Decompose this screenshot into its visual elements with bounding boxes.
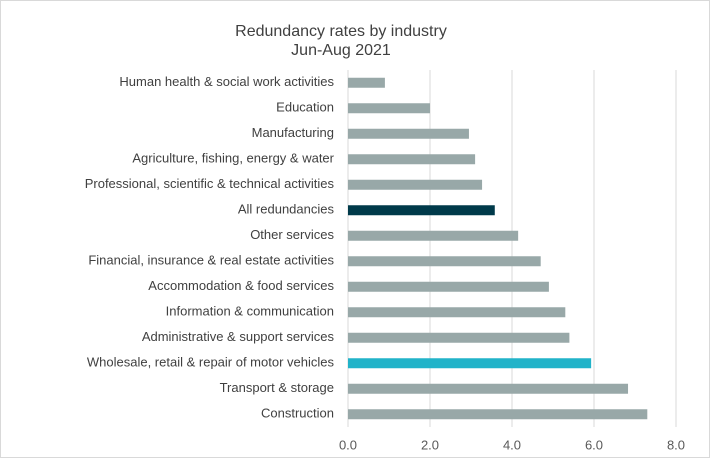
y-tick-label: Administrative & support services: [142, 329, 335, 344]
y-tick-label: Professional, scientific & technical act…: [85, 176, 335, 191]
y-tick-label: Information & communication: [166, 304, 334, 319]
x-tick-label: 0.0: [339, 437, 357, 452]
y-tick-label: Accommodation & food services: [148, 278, 334, 293]
bar: [348, 179, 483, 190]
x-tick-label: 6.0: [585, 437, 603, 452]
y-tick-label: All redundancies: [238, 202, 335, 217]
bar: [348, 77, 385, 88]
x-tick-label: 2.0: [421, 437, 439, 452]
bar: [348, 332, 570, 343]
bar: [348, 154, 476, 165]
bar: [348, 307, 566, 318]
y-tick-label: Human health & social work activities: [119, 74, 334, 89]
y-tick-label: Construction: [261, 406, 334, 421]
y-tick-label: Transport & storage: [220, 380, 334, 395]
y-tick-label: Wholesale, retail & repair of motor vehi…: [87, 355, 335, 370]
x-tick-label: 8.0: [667, 437, 685, 452]
chart-title: Redundancy rates by industry: [235, 23, 447, 40]
bar: [348, 103, 430, 114]
y-tick-label: Education: [276, 100, 334, 115]
y-tick-label: Other services: [250, 227, 334, 242]
bar: [348, 230, 519, 241]
bar: [348, 358, 592, 369]
bar: [348, 409, 648, 420]
y-tick-label: Manufacturing: [252, 125, 334, 140]
x-tick-label: 4.0: [503, 437, 521, 452]
y-tick-label: Financial, insurance & real estate activ…: [88, 253, 334, 268]
bar: [348, 383, 629, 394]
chart-subtitle: Jun-Aug 2021: [291, 42, 391, 59]
bar: [348, 128, 469, 139]
y-tick-label: Agriculture, fishing, energy & water: [132, 151, 334, 166]
bar: [348, 256, 541, 267]
bar: [348, 281, 549, 292]
bar: [348, 205, 495, 216]
